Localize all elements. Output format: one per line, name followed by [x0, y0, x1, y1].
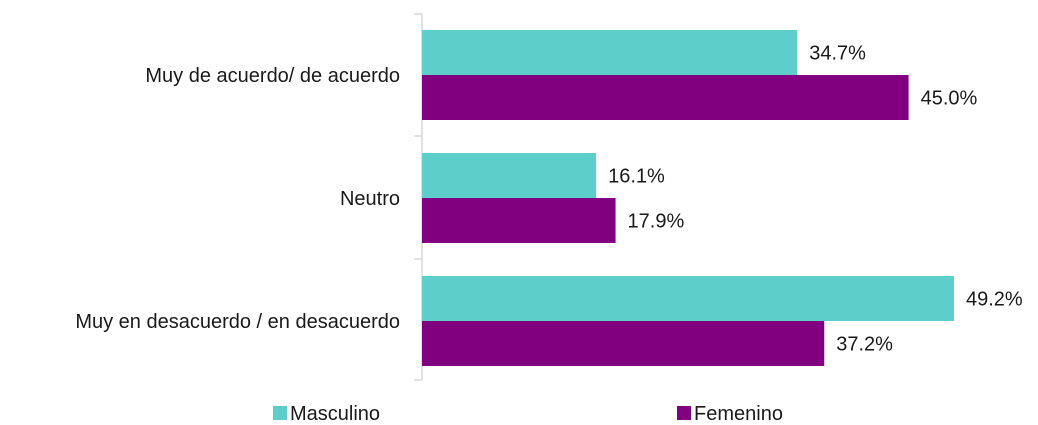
bars: [422, 30, 954, 366]
legend: Masculino Femenino: [273, 403, 783, 425]
legend-swatch-masculino: [273, 406, 287, 420]
bar-masculino-neutro: [422, 153, 597, 198]
data-label-masculino-neutro: 16.1%: [608, 166, 665, 188]
bar-femenino-muy-de-acuerdo-de-acuerdo: [422, 75, 909, 120]
data-label-femenino-muy-de-acuerdo-de-acuerdo: 45.0%: [921, 88, 978, 110]
y-axis: [414, 13, 423, 381]
data-label-masculino-muy-de-acuerdo-de-acuerdo: 34.7%: [809, 43, 866, 65]
legend-label-masculino: Masculino: [290, 403, 380, 425]
legend-label-femenino: Femenino: [694, 403, 783, 425]
category-label-neutro: Neutro: [340, 188, 400, 210]
category-labels: Muy de acuerdo/ de acuerdo Neutro Muy en d…: [75, 65, 400, 333]
category-label-muy-en-desacuerdo-en-desacuerdo: Muy en desacuerdo / en desacuerdo: [75, 311, 400, 333]
bar-femenino-neutro: [422, 198, 616, 243]
bar-masculino-muy-de-acuerdo-de-acuerdo: [422, 30, 798, 75]
category-label-muy-de-acuerdo-de-acuerdo: Muy de acuerdo/ de acuerdo: [145, 65, 400, 87]
bar-femenino-muy-en-desacuerdo-en-desacuerdo: [422, 321, 825, 366]
bar-masculino-muy-en-desacuerdo-en-desacuerdo: [422, 276, 954, 321]
data-label-masculino-muy-en-desacuerdo-en-desacuerdo: 49.2%: [966, 289, 1023, 311]
data-label-femenino-muy-en-desacuerdo-en-desacuerdo: 37.2%: [836, 334, 893, 356]
value-labels: 34.7% 45.0% 16.1% 17.9% 49.2% 37.2%: [608, 43, 1023, 356]
legend-swatch-femenino: [677, 406, 691, 420]
data-label-femenino-neutro: 17.9%: [628, 211, 685, 233]
